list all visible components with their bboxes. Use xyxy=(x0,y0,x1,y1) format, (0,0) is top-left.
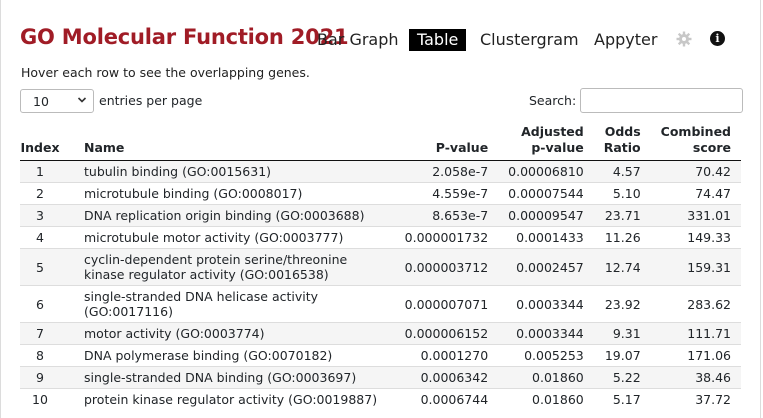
table-row[interactable]: 4 microtubule motor activity (GO:0003777… xyxy=(20,226,741,249)
table-row[interactable]: 2 microtubule binding (GO:0008017) 4.559… xyxy=(20,182,741,205)
cell-odds-ratio: 5.17 xyxy=(593,388,651,410)
cell-adjusted-pvalue: 0.0001433 xyxy=(498,226,594,249)
cell-adjusted-pvalue: 0.01860 xyxy=(498,388,594,410)
cell-name: DNA replication origin binding (GO:00036… xyxy=(70,204,395,227)
tab-clustergram[interactable]: Clustergram xyxy=(480,30,579,49)
cell-index: 3 xyxy=(20,204,70,227)
cell-combined-score: 74.47 xyxy=(650,182,741,205)
cell-odds-ratio: 5.10 xyxy=(593,182,651,205)
cell-combined-score: 331.01 xyxy=(650,204,741,227)
cell-pvalue: 0.0001270 xyxy=(394,344,499,367)
table-row[interactable]: 3 DNA replication origin binding (GO:000… xyxy=(20,204,741,227)
search-input[interactable] xyxy=(580,88,743,113)
tab-appyter[interactable]: Appyter xyxy=(594,30,658,49)
cell-adjusted-pvalue: 0.005253 xyxy=(498,344,594,367)
table-row[interactable]: 9 single-stranded DNA binding (GO:000369… xyxy=(20,366,741,389)
odds-line-1: Odds xyxy=(604,124,641,139)
cell-adjusted-pvalue: 0.01860 xyxy=(498,366,594,389)
adjusted-line-2: p-value xyxy=(531,140,584,155)
column-header-odds-ratio[interactable]: Odds Ratio xyxy=(593,122,651,161)
cell-adjusted-pvalue: 0.00009547 xyxy=(498,204,594,227)
cell-index: 5 xyxy=(20,248,70,286)
cell-name: microtubule binding (GO:0008017) xyxy=(70,182,395,205)
entries-label: entries per page xyxy=(99,93,203,108)
cell-pvalue: 0.0006744 xyxy=(394,388,499,410)
cell-odds-ratio: 4.57 xyxy=(593,160,651,183)
cell-name: single-stranded DNA binding (GO:0003697) xyxy=(70,366,395,389)
column-header-name[interactable]: Name xyxy=(70,122,395,161)
cell-index: 2 xyxy=(20,182,70,205)
cell-name: cyclin-dependent protein serine/threonin… xyxy=(70,248,395,286)
tab-bar-graph[interactable]: Bar Graph xyxy=(317,30,399,49)
cell-pvalue: 0.000007071 xyxy=(394,285,499,323)
cell-adjusted-pvalue: 0.0003344 xyxy=(498,285,594,323)
entries-per-page-select[interactable]: 10 xyxy=(20,89,94,113)
combined-line-2: score xyxy=(692,140,731,155)
entries-value: 10 xyxy=(33,94,49,109)
cell-odds-ratio: 23.71 xyxy=(593,204,651,227)
cell-index: 1 xyxy=(20,160,70,183)
cell-pvalue: 0.0006342 xyxy=(394,366,499,389)
cell-combined-score: 38.46 xyxy=(650,366,741,389)
cell-name: microtubule motor activity (GO:0003777) xyxy=(70,226,395,249)
cell-pvalue: 0.000006152 xyxy=(394,322,499,345)
page-title: GO Molecular Function 2021 xyxy=(20,25,349,49)
cell-index: 4 xyxy=(20,226,70,249)
table-row[interactable]: 8 DNA polymerase binding (GO:0070182) 0.… xyxy=(20,344,741,367)
cell-odds-ratio: 9.31 xyxy=(593,322,651,345)
cell-index: 8 xyxy=(20,344,70,367)
cell-adjusted-pvalue: 0.00007544 xyxy=(498,182,594,205)
cell-name: DNA polymerase binding (GO:0070182) xyxy=(70,344,395,367)
table-row[interactable]: 1 tubulin binding (GO:0015631) 2.058e-7 … xyxy=(20,160,741,183)
column-header-adjusted-pvalue[interactable]: Adjusted p-value xyxy=(498,122,594,161)
cell-index: 7 xyxy=(20,322,70,345)
cell-name: protein kinase regulator activity (GO:00… xyxy=(70,388,395,410)
table-row[interactable]: 7 motor activity (GO:0003774) 0.00000615… xyxy=(20,322,741,345)
cell-combined-score: 283.62 xyxy=(650,285,741,323)
search-label: Search: xyxy=(529,93,577,108)
cell-odds-ratio: 19.07 xyxy=(593,344,651,367)
cell-combined-score: 171.06 xyxy=(650,344,741,367)
results-table: Index Name P-value Adjusted p-value Odds R… xyxy=(20,122,741,410)
table-header-row: Index Name P-value Adjusted p-value Odds R… xyxy=(20,122,741,161)
cell-adjusted-pvalue: 0.00006810 xyxy=(498,160,594,183)
cell-index: 10 xyxy=(20,388,70,410)
cell-pvalue: 0.000001732 xyxy=(394,226,499,249)
table-row[interactable]: 10 protein kinase regulator activity (GO… xyxy=(20,388,741,410)
column-header-pvalue[interactable]: P-value xyxy=(394,122,499,161)
tab-table[interactable]: Table xyxy=(409,29,467,51)
column-header-index[interactable]: Index xyxy=(20,122,70,161)
cell-combined-score: 70.42 xyxy=(650,160,741,183)
cell-combined-score: 111.71 xyxy=(650,322,741,345)
info-icon[interactable]: i xyxy=(710,31,725,46)
combined-line-1: Combined xyxy=(660,124,731,139)
cell-pvalue: 2.058e-7 xyxy=(394,160,499,183)
hover-hint: Hover each row to see the overlapping ge… xyxy=(21,65,310,80)
cell-pvalue: 0.000003712 xyxy=(394,248,499,286)
cell-combined-score: 37.72 xyxy=(650,388,741,410)
cell-name: tubulin binding (GO:0015631) xyxy=(70,160,395,183)
odds-line-2: Ratio xyxy=(603,140,641,155)
cell-adjusted-pvalue: 0.0003344 xyxy=(498,322,594,345)
cell-adjusted-pvalue: 0.0002457 xyxy=(498,248,594,286)
cell-pvalue: 4.559e-7 xyxy=(394,182,499,205)
cell-combined-score: 159.31 xyxy=(650,248,741,286)
cell-combined-score: 149.33 xyxy=(650,226,741,249)
cell-name: single-stranded DNA helicase activity (G… xyxy=(70,285,395,323)
chevron-down-icon xyxy=(77,97,87,103)
adjusted-line-1: Adjusted xyxy=(521,124,584,139)
column-header-combined-score[interactable]: Combined score xyxy=(650,122,741,161)
cell-odds-ratio: 5.22 xyxy=(593,366,651,389)
cell-odds-ratio: 11.26 xyxy=(593,226,651,249)
gear-icon[interactable] xyxy=(676,31,692,47)
table-row[interactable]: 6 single-stranded DNA helicase activity … xyxy=(20,285,741,323)
cell-name: motor activity (GO:0003774) xyxy=(70,322,395,345)
cell-index: 9 xyxy=(20,366,70,389)
table-row[interactable]: 5 cyclin-dependent protein serine/threon… xyxy=(20,248,741,286)
cell-pvalue: 8.653e-7 xyxy=(394,204,499,227)
cell-odds-ratio: 12.74 xyxy=(593,248,651,286)
cell-odds-ratio: 23.92 xyxy=(593,285,651,323)
cell-index: 6 xyxy=(20,285,70,323)
